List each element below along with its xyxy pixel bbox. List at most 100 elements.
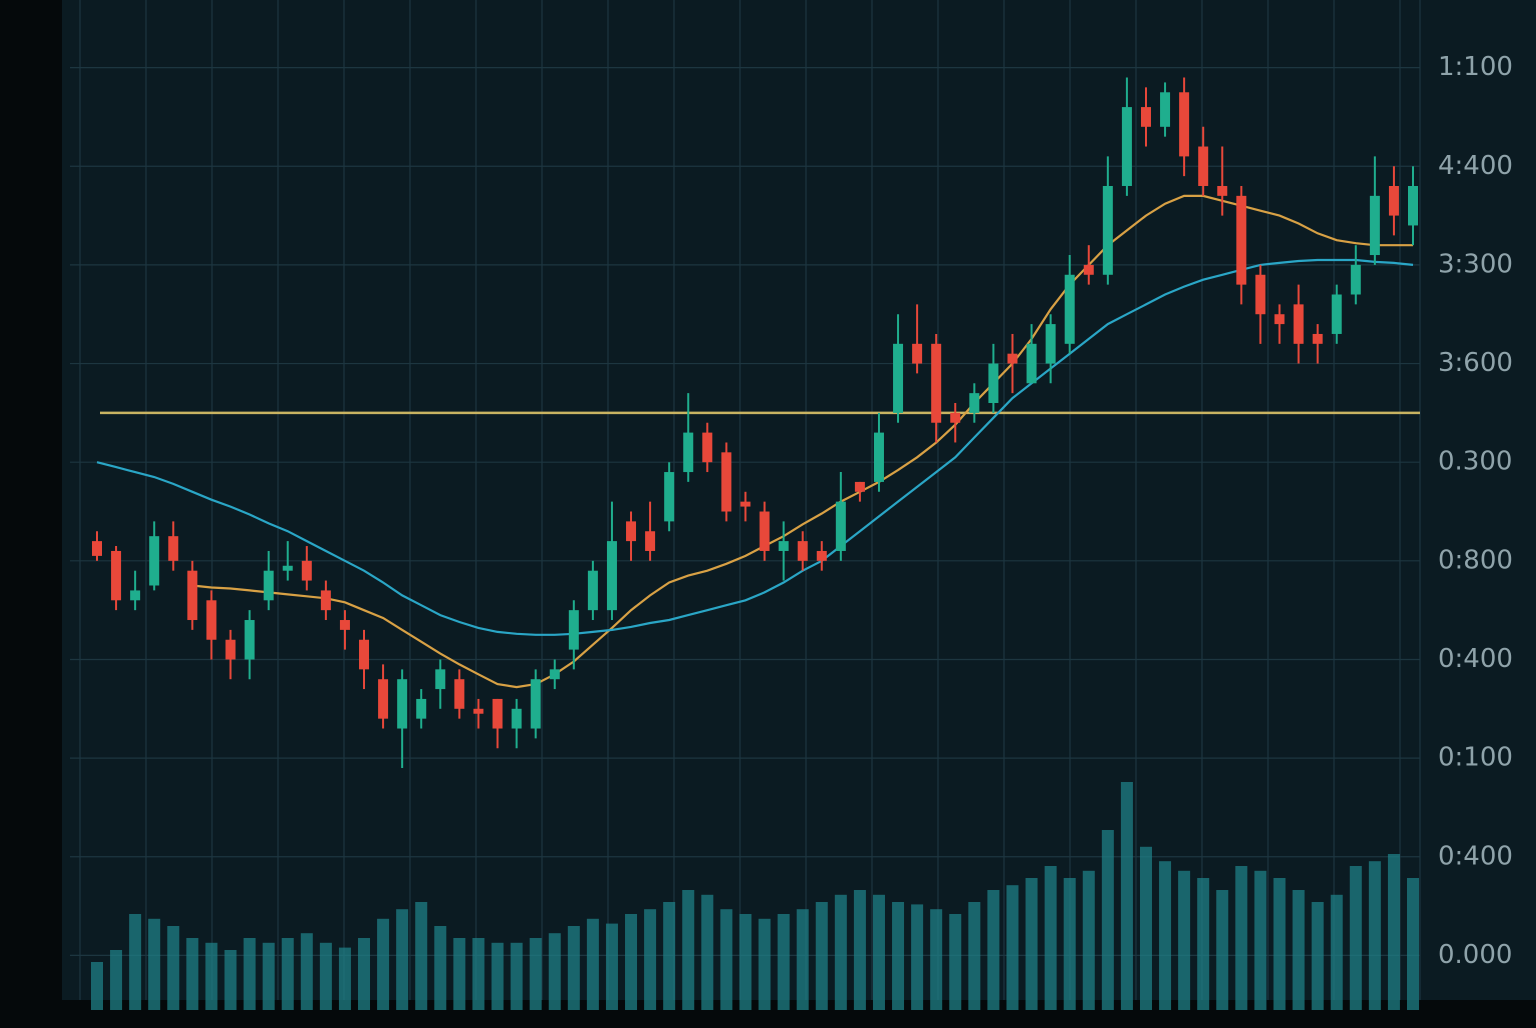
candle-body	[492, 698, 503, 729]
candle-body	[92, 541, 102, 556]
volume-bar	[1159, 861, 1172, 1010]
volume-bar	[148, 918, 161, 1010]
candle-body	[511, 708, 522, 729]
volume-bar	[300, 933, 313, 1010]
candle-body	[854, 481, 865, 492]
candle-body	[435, 669, 446, 690]
candle-body	[645, 531, 656, 551]
candle-body	[1255, 274, 1266, 315]
candle-body	[1388, 185, 1399, 216]
volume-bar	[567, 926, 580, 1010]
volume-bar	[1063, 878, 1076, 1010]
volume-bar	[701, 894, 714, 1010]
volume-bar	[1407, 878, 1419, 1010]
candle-body	[1293, 304, 1304, 344]
candle-body	[988, 363, 999, 404]
candle-body	[225, 639, 236, 660]
candle-body	[1064, 274, 1075, 344]
y-tick-label: 3:600	[1438, 348, 1513, 378]
volume-bar	[186, 938, 199, 1010]
volume-bar	[758, 918, 771, 1010]
volume-bar	[358, 938, 371, 1010]
volume-bar	[224, 950, 237, 1010]
y-tick-label: 0.000	[1438, 940, 1512, 970]
candle-body	[931, 343, 942, 423]
volume-bar	[1368, 861, 1381, 1010]
volume-bar	[548, 933, 561, 1010]
volume-bar	[243, 938, 256, 1010]
volume-bar	[510, 942, 523, 1010]
volume-bar	[1006, 885, 1019, 1010]
volume-bar	[319, 942, 332, 1010]
y-tick-label: 0:100	[1438, 743, 1513, 773]
volume-bar	[892, 902, 905, 1010]
candle-body	[835, 501, 846, 551]
candle-body	[587, 570, 598, 611]
candle-body	[378, 679, 389, 719]
volume-bar	[777, 914, 790, 1010]
candle-body	[168, 536, 179, 561]
candle-body	[1236, 195, 1247, 285]
candle-body	[1350, 264, 1361, 295]
candle-body	[1045, 324, 1056, 364]
volume-bar	[834, 894, 847, 1010]
volume-bar	[262, 942, 275, 1010]
candle-body	[1140, 107, 1151, 127]
volume-bar	[949, 914, 962, 1010]
y-tick-label: 0:400	[1438, 841, 1513, 871]
volume-bar	[453, 938, 466, 1010]
candle-body	[950, 412, 961, 423]
volume-bar	[434, 926, 447, 1010]
volume-bar	[872, 894, 885, 1010]
volume-bar	[1387, 854, 1400, 1010]
volume-bar	[377, 918, 390, 1010]
volume-bar	[396, 909, 409, 1010]
moving-average-line	[96, 258, 1414, 636]
candle-body	[1179, 92, 1190, 157]
candle-body	[206, 600, 217, 640]
candle-body	[282, 565, 293, 571]
volume-bar	[987, 890, 1000, 1010]
y-tick-label: 1:100	[1438, 52, 1513, 82]
candle-body	[568, 610, 579, 650]
candle-body	[797, 541, 808, 561]
volume-bar	[1025, 878, 1038, 1010]
candle-body	[1369, 195, 1380, 256]
volume-bar	[472, 938, 485, 1010]
candle-body	[359, 639, 370, 670]
volume-bar	[91, 962, 103, 1010]
y-tick-label: 0:800	[1438, 545, 1513, 575]
candle-body	[664, 472, 675, 522]
volume-bar	[110, 950, 123, 1010]
candle-body	[1121, 107, 1132, 186]
candle-body	[1102, 185, 1113, 275]
candle-body	[1274, 314, 1285, 325]
candle-body	[1007, 353, 1018, 364]
volume-bar	[911, 904, 924, 1010]
volume-bar	[1044, 866, 1057, 1010]
candle-body	[530, 679, 541, 729]
volume-bar	[1120, 782, 1133, 1010]
candle-body	[873, 432, 884, 482]
candle-body	[759, 511, 770, 551]
moving-average-line	[192, 194, 1413, 689]
volume-bar	[1273, 878, 1286, 1010]
candle-body	[606, 541, 617, 611]
candle-body	[1312, 333, 1323, 344]
candle-body	[149, 536, 160, 586]
volume-bar	[1139, 846, 1152, 1010]
candle-body	[1160, 92, 1171, 127]
candle-body	[778, 541, 789, 551]
volume-bar	[720, 909, 733, 1010]
candle-body	[339, 620, 350, 630]
volume-bar	[1349, 866, 1362, 1010]
volume-bar	[1197, 878, 1210, 1010]
screen	[62, 0, 1536, 1000]
candle-body	[187, 570, 198, 621]
volume-bar	[129, 914, 142, 1010]
volume-bar	[815, 902, 828, 1010]
candle-body	[969, 393, 980, 413]
volume-bar	[1311, 902, 1324, 1010]
candle-body	[244, 620, 255, 660]
